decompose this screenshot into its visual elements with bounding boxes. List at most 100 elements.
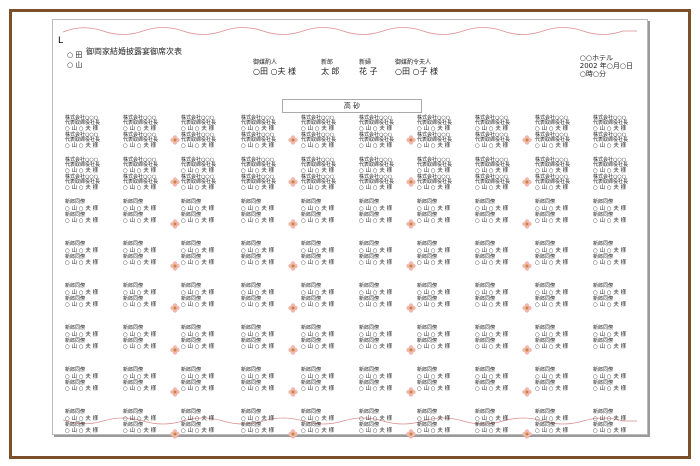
guest-relation: 新郎同僚 xyxy=(417,295,438,302)
guest-title: 代表取締役社長 xyxy=(593,178,629,185)
guest-relation: 新郎同僚 xyxy=(593,421,614,428)
guest-relation: 新郎同僚 xyxy=(475,409,496,415)
guest-name: ○ 山 ○ 夫 様 xyxy=(359,260,393,267)
guest-relation: 新郎同僚 xyxy=(593,241,614,247)
guest-group: 新郎同僚 ○ 山 ○ 夫 様新郎同僚 ○ 山 ○ 夫 様 xyxy=(123,368,156,393)
flower-ornament-icon xyxy=(406,340,416,355)
guest-group: 新郎同僚 ○ 山 ○ 夫 様新郎同僚 ○ 山 ○ 夫 様 xyxy=(241,242,274,267)
matchmaker-wife-name: ○田 ○子 様 xyxy=(395,67,439,76)
matchmaker-name: ○田 ○夫 様 xyxy=(253,67,297,76)
flower-ornament-icon xyxy=(170,172,180,187)
guest-name: ○ 山 ○ 夫 様 xyxy=(65,386,99,393)
guest-relation: 新郎同僚 xyxy=(123,241,144,247)
guest-company: 株式会社○○○ xyxy=(241,115,275,121)
guest-group: 新郎同僚 ○ 山 ○ 夫 様新郎同僚 ○ 山 ○ 夫 様 xyxy=(417,368,450,393)
guest-name: ○ 山 ○ 夫 様 xyxy=(65,126,99,133)
flower-ornament-icon xyxy=(170,214,180,229)
guest-company: 株式会社○○○ xyxy=(241,174,275,181)
guest-relation: 新郎同僚 xyxy=(181,211,202,218)
guest-relation: 新郎同僚 xyxy=(535,379,556,386)
guest-title: 代表取締役社長 xyxy=(359,161,395,168)
guest-company: 株式会社○○○ xyxy=(65,132,99,139)
flower-ornament-icon xyxy=(288,340,298,355)
guest-company: 株式会社○○○ xyxy=(181,174,215,181)
guest-title: 代表取締役社長 xyxy=(301,161,337,168)
guest-relation: 新郎同僚 xyxy=(123,379,144,386)
guest-relation: 新郎同僚 xyxy=(123,295,144,302)
guest-name: ○ 山 ○ 夫 様 xyxy=(65,185,99,192)
guest-name: ○ 山 ○ 夫 様 xyxy=(123,143,157,150)
guest-company: 株式会社○○○ xyxy=(359,115,393,121)
guest-name: ○ 山 ○ 夫 様 xyxy=(181,260,215,267)
guest-name: ○ 山 ○ 夫 様 xyxy=(359,247,393,254)
guest-relation: 新郎同僚 xyxy=(181,337,202,344)
guest-group: 新郎同僚 ○ 山 ○ 夫 様新郎同僚 ○ 山 ○ 夫 様 xyxy=(417,410,450,435)
guest-name: ○ 山 ○ 夫 様 xyxy=(417,168,451,175)
guest-relation: 新郎同僚 xyxy=(593,283,614,289)
guest-name: ○ 山 ○ 夫 様 xyxy=(301,260,335,267)
guest-company: 株式会社○○○ xyxy=(359,174,393,181)
guest-group: 新郎同僚 ○ 山 ○ 夫 様新郎同僚 ○ 山 ○ 夫 様 xyxy=(417,242,450,267)
guest-relation: 新郎同僚 xyxy=(301,283,322,289)
guest-group: 新郎同僚 ○ 山 ○ 夫 様新郎同僚 ○ 山 ○ 夫 様 xyxy=(301,326,334,351)
guest-name: ○ 山 ○ 夫 様 xyxy=(475,373,509,380)
guest-group: 新郎同僚 ○ 山 ○ 夫 様新郎同僚 ○ 山 ○ 夫 様 xyxy=(593,242,626,267)
bottom-vine-ornament xyxy=(63,415,637,429)
guest-title: 代表取締役社長 xyxy=(593,136,629,143)
guest-name: ○ 山 ○ 夫 様 xyxy=(417,386,451,393)
bride: 新婦 花 子 xyxy=(359,58,378,76)
guest-name: ○ 山 ○ 夫 様 xyxy=(123,373,157,380)
guest-name: ○ 山 ○ 夫 様 xyxy=(359,344,393,351)
guest-relation: 新郎同僚 xyxy=(359,253,380,260)
guest-name: ○ 山 ○ 夫 様 xyxy=(417,185,451,192)
guest-group: 新郎同僚 ○ 山 ○ 夫 様新郎同僚 ○ 山 ○ 夫 様 xyxy=(181,200,214,225)
guest-group: 新郎同僚 ○ 山 ○ 夫 様新郎同僚 ○ 山 ○ 夫 様 xyxy=(241,368,274,393)
guest-title: 代表取締役社長 xyxy=(301,178,337,185)
guest-name: ○ 山 ○ 夫 様 xyxy=(181,344,215,351)
guest-name: ○ 山 ○ 夫 様 xyxy=(65,302,99,309)
matchmaker: 御媒酌人 ○田 ○夫 様 xyxy=(253,58,296,76)
guest-relation: 新郎同僚 xyxy=(475,337,496,344)
guest-relation: 新郎同僚 xyxy=(301,421,322,428)
guest-name: ○ 山 ○ 夫 様 xyxy=(593,373,627,380)
guest-name: ○ 山 ○ 夫 様 xyxy=(241,344,275,351)
guest-name: ○ 山 ○ 夫 様 xyxy=(475,126,509,133)
guest-relation: 新郎同僚 xyxy=(301,379,322,386)
guest-group: 新郎同僚 ○ 山 ○ 夫 様新郎同僚 ○ 山 ○ 夫 様 xyxy=(65,326,98,351)
guest-name: ○ 山 ○ 夫 様 xyxy=(593,126,627,133)
guest-name: ○ 山 ○ 夫 様 xyxy=(417,344,451,351)
guest-group: 株式会社○○○ 代表取締役社長 ○ 山 ○ 夫 様株式会社○○○ 代表取締役社長 ○ 山… xyxy=(417,116,452,150)
guest-relation: 新郎同僚 xyxy=(301,253,322,260)
guest-title: 代表取締役社長 xyxy=(301,119,337,126)
guest-relation: 新郎同僚 xyxy=(417,367,438,373)
guest-relation: 新郎同僚 xyxy=(593,199,614,205)
guest-name: ○ 山 ○ 夫 様 xyxy=(181,185,215,192)
guest-company: 株式会社○○○ xyxy=(475,132,509,139)
guest-group: 株式会社○○○ 代表取締役社長 ○ 山 ○ 夫 様株式会社○○○ 代表取締役社長 ○ 山… xyxy=(301,158,336,192)
guest-relation: 新郎同僚 xyxy=(417,283,438,289)
guest-name: ○ 山 ○ 夫 様 xyxy=(535,302,569,309)
guest-relation: 新郎同僚 xyxy=(181,421,202,428)
guest-title: 代表取締役社長 xyxy=(359,136,395,143)
guest-relation: 新郎同僚 xyxy=(301,325,322,331)
guest-relation: 新郎同僚 xyxy=(475,325,496,331)
guest-relation: 新郎同僚 xyxy=(65,211,86,218)
guest-company: 株式会社○○○ xyxy=(65,115,99,121)
guest-name: ○ 山 ○ 夫 様 xyxy=(65,260,99,267)
guest-relation: 新郎同僚 xyxy=(241,241,262,247)
guest-name: ○ 山 ○ 夫 様 xyxy=(593,415,627,422)
guest-name: ○ 山 ○ 夫 様 xyxy=(535,260,569,267)
guest-relation: 新郎同僚 xyxy=(181,199,202,205)
event-date: 2002 年○月○日 xyxy=(579,62,633,70)
guest-company: 株式会社○○○ xyxy=(301,132,335,139)
guest-name: ○ 山 ○ 夫 様 xyxy=(181,373,215,380)
guest-group: 新郎同僚 ○ 山 ○ 夫 様新郎同僚 ○ 山 ○ 夫 様 xyxy=(181,326,214,351)
guest-relation: 新郎同僚 xyxy=(475,253,496,260)
guest-group: 株式会社○○○ 代表取締役社長 ○ 山 ○ 夫 様株式会社○○○ 代表取締役社長 ○ 山… xyxy=(123,116,158,150)
guest-group: 新郎同僚 ○ 山 ○ 夫 様新郎同僚 ○ 山 ○ 夫 様 xyxy=(593,410,626,435)
guest-group: 新郎同僚 ○ 山 ○ 夫 様新郎同僚 ○ 山 ○ 夫 様 xyxy=(535,242,568,267)
guest-company: 株式会社○○○ xyxy=(123,115,157,121)
guest-title: 代表取締役社長 xyxy=(241,178,277,185)
guest-group: 新郎同僚 ○ 山 ○ 夫 様新郎同僚 ○ 山 ○ 夫 様 xyxy=(535,326,568,351)
guest-relation: 新郎同僚 xyxy=(535,337,556,344)
